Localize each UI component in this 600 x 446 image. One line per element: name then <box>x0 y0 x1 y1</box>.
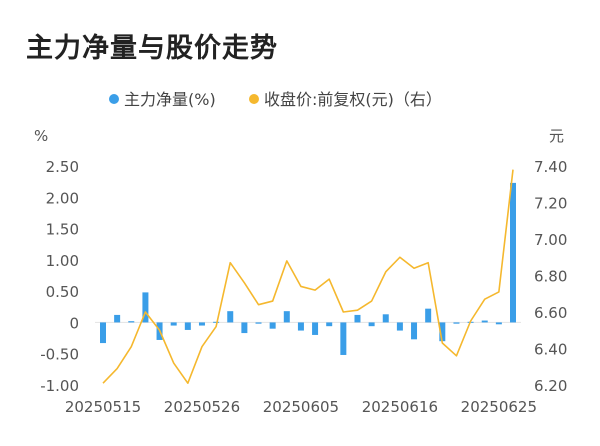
bar-mark <box>241 322 248 334</box>
x-tick-label: 20250515 <box>65 398 141 416</box>
right-axis-ticks: 7.40 7.20 7.00 6.80 6.60 6.40 6.20 <box>534 158 567 395</box>
x-tick-label: 20250625 <box>461 398 537 416</box>
bar-mark <box>368 322 375 327</box>
bar-mark <box>255 322 262 324</box>
bar-mark <box>142 292 149 323</box>
bar-mark <box>100 322 106 344</box>
bar-mark <box>227 311 234 323</box>
bar-mark <box>283 311 290 323</box>
bar-mark <box>411 322 418 340</box>
left-tick-label: -0.50 <box>40 346 79 364</box>
bar-mark <box>340 322 347 355</box>
left-tick-label: 2.00 <box>46 189 79 207</box>
chart-title: 主力净量与股价走势 <box>26 33 278 64</box>
bar-mark <box>354 314 361 323</box>
bar-mark <box>213 321 220 323</box>
bar-mark <box>128 321 135 323</box>
bar-mark <box>198 322 205 326</box>
left-tick-label: 1.50 <box>46 221 79 239</box>
right-tick-label: 6.60 <box>534 304 567 322</box>
x-tick-label: 20250616 <box>362 398 438 416</box>
left-tick-label: 2.50 <box>46 158 79 176</box>
bar-mark <box>170 322 177 326</box>
price-line <box>102 169 514 384</box>
bar-mark <box>495 322 502 325</box>
bar-mark <box>439 322 446 342</box>
bar-mark <box>326 322 333 327</box>
legend-line-label: 收盘价:前复权(元)（右） <box>264 90 442 109</box>
bar-series <box>100 182 516 355</box>
x-axis-ticks: 20250515 20250526 20250605 20250616 20250625 <box>65 398 537 416</box>
right-tick-label: 6.80 <box>534 268 567 286</box>
left-axis-ticks: 2.50 2.00 1.50 1.00 0.50 0 -0.50 -1.00 <box>40 158 79 395</box>
left-tick-label: 0 <box>69 314 79 332</box>
left-axis-unit: % <box>34 127 48 145</box>
bar-mark <box>297 322 304 331</box>
right-tick-label: 7.00 <box>534 231 567 249</box>
bar-mark <box>312 322 319 335</box>
x-tick-label: 20250526 <box>164 398 240 416</box>
left-tick-label: 0.50 <box>46 283 79 301</box>
bar-mark <box>396 322 403 331</box>
bar-mark <box>425 308 432 323</box>
line-series <box>102 169 514 384</box>
legend-bar-marker <box>109 94 119 104</box>
bar-mark <box>481 320 488 323</box>
legend: 主力净量(%) 收盘价:前复权(元)（右） <box>109 90 442 109</box>
right-tick-label: 7.20 <box>534 195 567 213</box>
bar-mark <box>184 322 191 330</box>
legend-bar-label: 主力净量(%) <box>124 90 216 109</box>
bar-mark <box>510 182 516 323</box>
right-tick-label: 6.20 <box>534 377 567 395</box>
left-tick-label: 1.00 <box>46 252 79 270</box>
bar-mark <box>382 314 389 323</box>
left-tick-label: -1.00 <box>40 377 79 395</box>
bar-mark <box>453 322 460 324</box>
bar-mark <box>114 314 121 323</box>
right-axis-unit: 元 <box>549 127 564 145</box>
x-tick-label: 20250605 <box>263 398 339 416</box>
legend-line-marker <box>249 94 259 104</box>
right-tick-label: 7.40 <box>534 158 567 176</box>
bar-mark <box>269 322 276 329</box>
right-tick-label: 6.40 <box>534 341 567 359</box>
